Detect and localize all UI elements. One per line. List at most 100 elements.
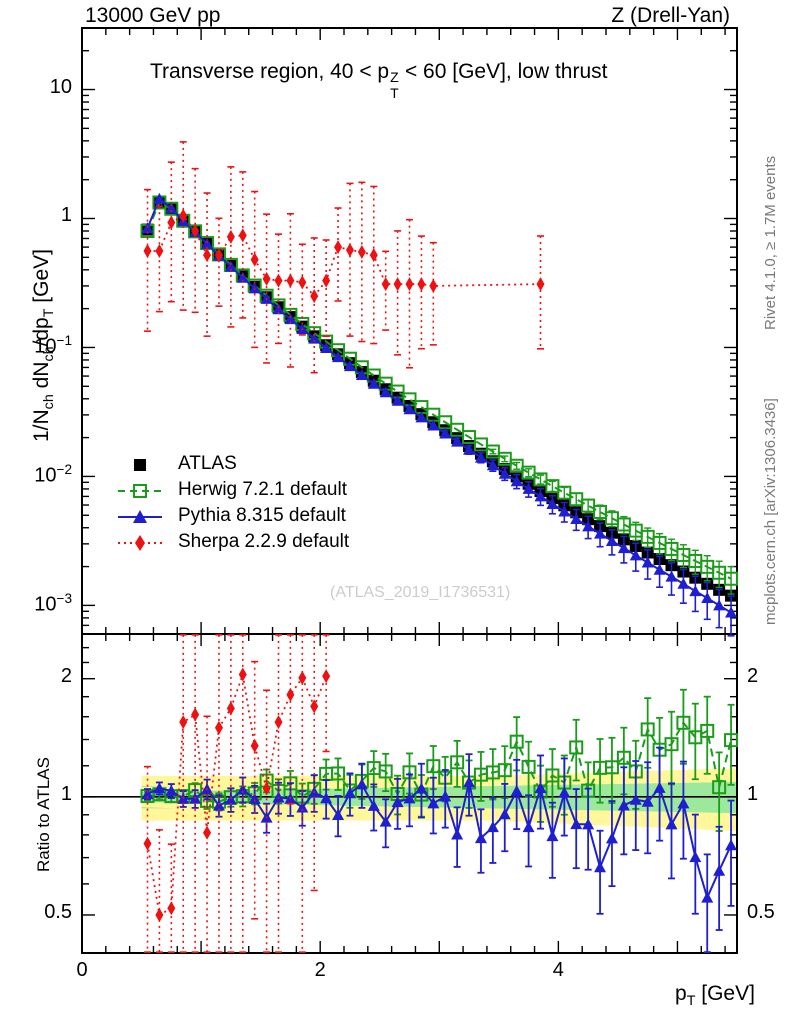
- marker-triangle-filled: [451, 828, 464, 840]
- marker-triangle-filled: [415, 782, 428, 794]
- x-tick-label-1: 2: [314, 959, 326, 981]
- plot-title-sup: Z: [390, 69, 399, 85]
- marker-diamond-filled: [155, 243, 164, 258]
- side-label-rivet: Rivet 4.1.0, ≥ 1.7M events: [762, 155, 779, 330]
- marker-triangle-filled: [486, 459, 499, 471]
- marker-diamond-filled: [250, 738, 259, 753]
- marker-diamond-filled: [298, 670, 307, 685]
- marker-diamond-filled: [214, 720, 223, 735]
- x-tick-label-2: 4: [552, 959, 564, 981]
- marker-triangle-filled: [713, 599, 726, 611]
- marker-triangle-filled: [224, 260, 237, 272]
- marker-triangle-filled: [332, 808, 345, 820]
- y-title-sub1: ch: [41, 394, 58, 410]
- marker-diamond-filled: [167, 901, 176, 916]
- marker-square-open: [700, 723, 715, 738]
- marker-diamond-filled: [322, 669, 331, 684]
- marker-triangle-filled: [689, 851, 702, 863]
- ratio-tick-label-right-2: 0.5: [747, 900, 775, 923]
- marker-diamond-filled: [286, 273, 295, 288]
- marker-triangle-filled: [605, 534, 618, 546]
- x-title-unit: [GeV]: [695, 982, 755, 1005]
- marker-square-open: [640, 722, 655, 737]
- marker-square-open: [604, 760, 619, 775]
- marker-square-open: [450, 755, 465, 770]
- side-label-mcplots: mcplots.cern.ch [arXiv:1306.3436]: [762, 398, 779, 625]
- marker-diamond-filled: [322, 273, 331, 288]
- marker-triangle-filled: [546, 830, 559, 842]
- marker-triangle-filled: [665, 570, 678, 582]
- marker-triangle-filled: [391, 394, 404, 406]
- marker-triangle-filled: [570, 512, 583, 524]
- ratio-tick-label-right-0: 2: [747, 664, 759, 687]
- marker-triangle-filled: [355, 369, 368, 381]
- marker-triangle-filled: [498, 808, 511, 820]
- marker-triangle-filled: [224, 793, 237, 805]
- ratio-series-sherpa: [143, 634, 331, 953]
- marker-triangle-filled: [439, 427, 452, 439]
- marker-triangle-filled: [355, 778, 368, 790]
- marker-triangle-filled: [701, 592, 714, 604]
- marker-diamond-filled: [155, 907, 164, 922]
- marker-triangle-filled: [534, 782, 547, 794]
- marker-square-open: [378, 764, 393, 779]
- ratio-tick-label-right-1: 1: [747, 782, 759, 805]
- marker-triangle-filled: [713, 864, 726, 876]
- marker-diamond-filled: [274, 273, 283, 288]
- marker-square-open: [485, 444, 500, 459]
- marker-diamond-filled: [238, 667, 247, 682]
- plot-title-sub: T: [390, 85, 399, 101]
- marker-triangle-filled: [343, 360, 356, 372]
- marker-diamond-filled: [214, 248, 223, 263]
- marker-diamond-filled: [286, 687, 295, 702]
- marker-triangle-filled: [236, 783, 249, 795]
- marker-triangle-filled: [474, 832, 487, 844]
- header-right: Z (Drell-Yan): [611, 4, 730, 27]
- series-pythia: [141, 192, 738, 637]
- marker-triangle-filled: [320, 792, 333, 804]
- marker-triangle-filled: [641, 556, 654, 568]
- marker-triangle-filled: [415, 411, 428, 423]
- marker-triangle-filled: [332, 351, 345, 363]
- legend: [118, 459, 162, 551]
- marker-diamond-filled: [310, 699, 319, 714]
- marker-triangle-filled: [320, 342, 333, 354]
- x-tick-label-0: 0: [76, 959, 88, 981]
- marker-triangle-filled: [665, 818, 678, 830]
- marker-triangle-filled: [725, 606, 738, 618]
- legend-label-1: Herwig 7.2.1 default: [178, 479, 347, 500]
- marker-triangle-filled: [605, 832, 618, 844]
- marker-triangle-filled: [498, 467, 511, 479]
- marker-triangle-filled: [463, 776, 476, 788]
- marker-diamond-filled: [310, 289, 319, 304]
- marker-diamond-filled: [143, 836, 152, 851]
- marker-diamond-filled: [381, 277, 390, 292]
- marker-triangle-filled: [677, 797, 690, 809]
- marker-diamond-filled: [203, 248, 212, 263]
- marker-triangle-filled: [629, 793, 642, 805]
- legend-label-3: Sherpa 2.2.9 default: [178, 531, 350, 552]
- marker-diamond-filled: [262, 271, 271, 286]
- y-title-1: 1/N: [30, 409, 53, 442]
- marker-triangle-filled: [558, 505, 571, 517]
- marker-square-filled: [134, 459, 146, 471]
- marker-square-open: [724, 571, 739, 586]
- series-sherpa: [143, 141, 545, 374]
- marker-diamond-filled: [226, 229, 235, 244]
- marker-triangle-filled: [617, 542, 630, 554]
- marker-triangle-filled: [558, 786, 571, 798]
- ratio-panel-frame: [81, 633, 738, 954]
- marker-triangle-filled: [617, 799, 630, 811]
- marker-diamond-filled: [143, 243, 152, 258]
- marker-square-open: [664, 737, 679, 752]
- marker-square-open: [545, 768, 560, 783]
- marker-diamond-filled: [238, 228, 247, 243]
- marker-diamond-filled: [274, 715, 283, 730]
- marker-triangle-filled: [236, 271, 249, 283]
- plot-title-a: Transverse region, 40 < p: [150, 60, 390, 83]
- marker-diamond-filled: [179, 715, 188, 730]
- marker-diamond-filled: [226, 701, 235, 716]
- marker-diamond-filled: [203, 825, 212, 840]
